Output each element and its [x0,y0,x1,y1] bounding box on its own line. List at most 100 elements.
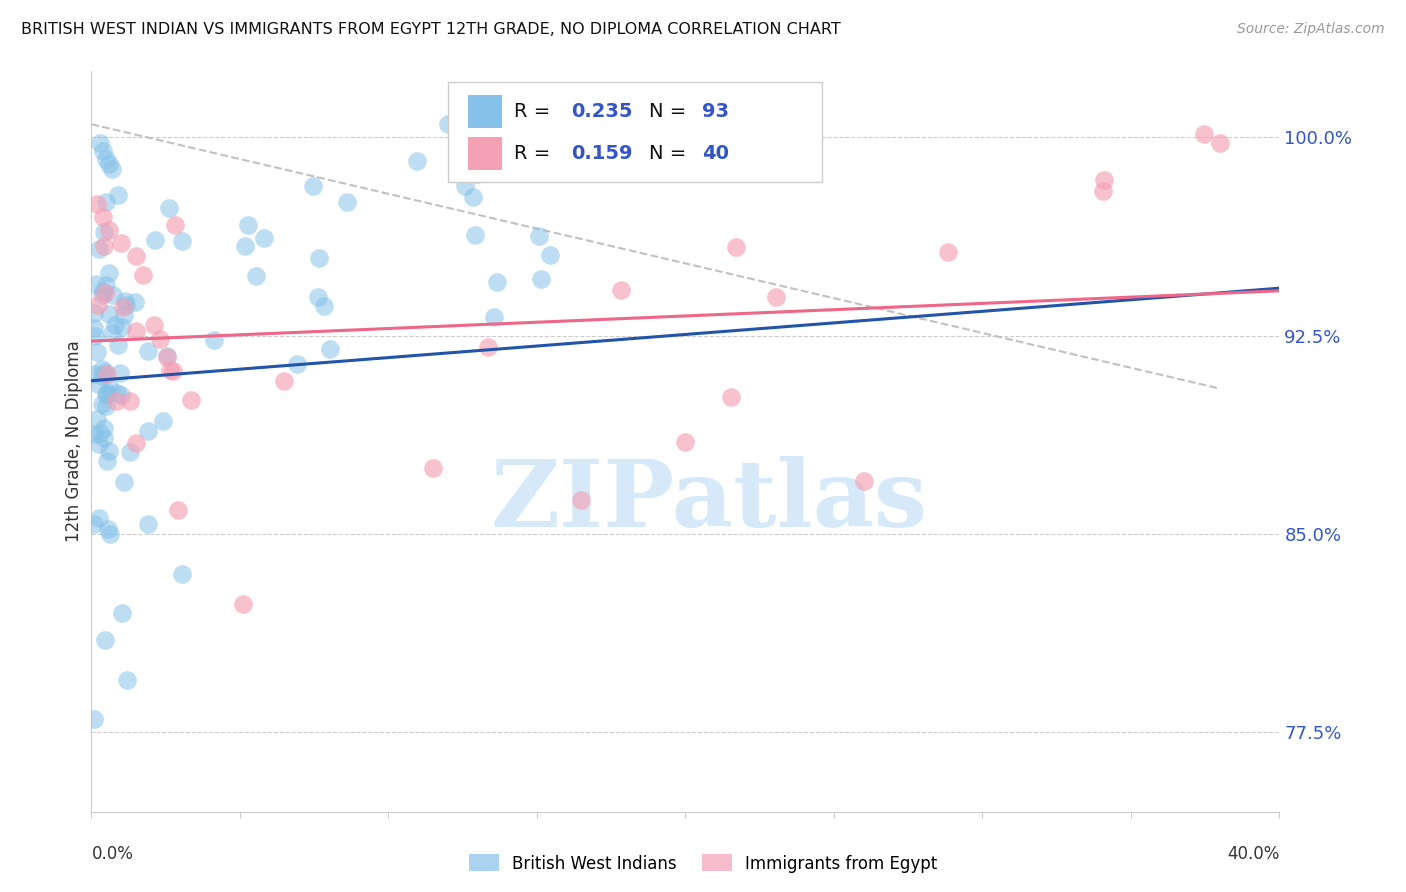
Point [90,397,112,411]
Text: 0.235: 0.235 [571,102,633,120]
Point [98,223,121,237]
Point [93,365,115,379]
Text: Source: ZipAtlas.com: Source: ZipAtlas.com [1237,22,1385,37]
Point [94,632,117,647]
Point [115,298,138,312]
Point [87,298,110,312]
Point [101,162,124,177]
Point [84,277,107,291]
Point [108,366,131,380]
Point [571,492,593,507]
Point [94,277,117,292]
Point [238,218,260,232]
Point [530,272,553,286]
Point [83,712,105,726]
Point [503,117,526,131]
Point [308,251,330,265]
Point [112,308,135,322]
Point [94,194,117,209]
Point [253,231,276,245]
Point [673,434,696,449]
Text: 40: 40 [702,144,730,163]
Point [163,218,186,232]
Point [143,318,166,333]
Point [482,310,505,325]
Point [91,368,114,383]
Point [180,393,202,408]
Y-axis label: 12th Grade, No Diploma: 12th Grade, No Diploma [65,341,83,542]
Point [1192,127,1215,141]
Point [89,436,111,450]
Point [93,431,115,445]
Point [285,357,308,371]
Point [170,566,193,581]
Text: R =: R = [515,144,557,163]
Point [172,235,194,249]
Text: N =: N = [648,144,692,163]
Point [91,144,114,158]
Point [610,283,633,297]
Point [83,321,105,335]
Point [720,390,742,404]
Point [98,266,121,280]
Point [1094,173,1116,187]
Point [232,597,254,611]
Point [132,268,155,283]
Point [307,290,329,304]
Point [98,444,121,458]
Legend: British West Indians, Immigrants from Egypt: British West Indians, Immigrants from Eg… [463,847,943,880]
Point [86,196,108,211]
Text: N =: N = [648,102,692,120]
Point [86,345,108,359]
Point [724,240,747,254]
Point [93,238,115,252]
Point [143,233,166,247]
Point [91,287,114,301]
Point [94,400,117,414]
Point [87,242,110,256]
Point [98,157,121,171]
Point [97,385,120,400]
Point [83,516,105,531]
FancyBboxPatch shape [447,82,823,183]
Point [91,285,114,299]
Point [1092,184,1115,198]
Text: R =: R = [515,102,557,120]
Point [167,503,190,517]
Point [93,225,115,239]
Text: ZIPatlas: ZIPatlas [491,456,928,546]
Text: 40.0%: 40.0% [1227,845,1279,863]
Point [162,364,184,378]
Point [107,338,129,352]
Point [245,268,267,283]
Point [110,320,132,334]
Point [406,154,429,169]
Text: 93: 93 [702,102,730,120]
Point [110,236,132,251]
Point [138,517,160,532]
Point [120,445,142,459]
Point [936,244,959,259]
Point [114,293,136,308]
FancyBboxPatch shape [468,95,502,128]
Point [540,248,562,262]
Point [336,194,359,209]
Point [1209,136,1232,150]
Point [233,238,256,252]
Point [124,295,146,310]
Point [312,299,335,313]
Point [93,285,115,300]
Point [91,210,114,224]
Point [464,228,486,243]
Point [124,436,146,450]
Point [136,344,159,359]
Point [485,275,508,289]
Point [436,117,458,131]
Point [98,527,121,541]
Point [111,607,134,621]
Point [83,329,105,343]
Point [301,178,323,193]
Point [120,393,142,408]
Point [91,362,114,376]
Point [467,167,489,181]
